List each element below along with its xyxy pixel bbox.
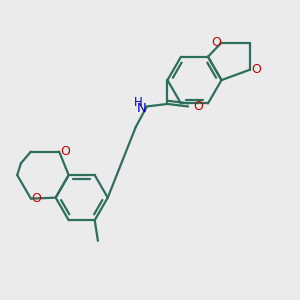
Text: O: O xyxy=(211,36,221,49)
Text: N: N xyxy=(136,102,146,115)
Text: O: O xyxy=(193,100,203,113)
Text: H: H xyxy=(134,96,143,109)
Text: O: O xyxy=(32,192,41,205)
Text: O: O xyxy=(60,145,70,158)
Text: O: O xyxy=(251,63,261,76)
